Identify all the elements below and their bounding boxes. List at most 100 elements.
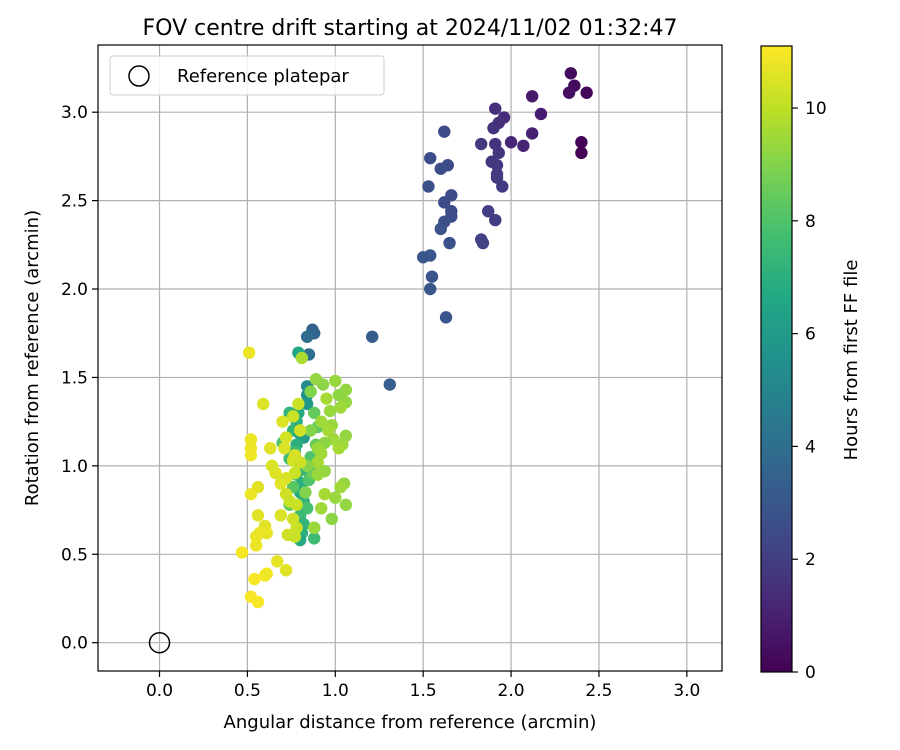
- x-tick-label: 2.5: [585, 681, 612, 701]
- data-point: [251, 595, 265, 609]
- data-point: [295, 351, 309, 365]
- data-point: [489, 213, 502, 227]
- data-point: [438, 196, 451, 209]
- data-point: [525, 127, 539, 140]
- legend-marker-open-circle: [128, 65, 150, 87]
- data-point: [434, 162, 447, 175]
- colorbar-ticks: 0 2 4 6 8 10: [792, 99, 827, 683]
- data-point: [264, 441, 277, 455]
- data-point: [438, 125, 451, 138]
- colorbar-tick-label: 8: [805, 212, 816, 232]
- data-point: [315, 502, 328, 515]
- data-point: [332, 441, 346, 455]
- data-point: [293, 456, 307, 469]
- data-point: [325, 512, 338, 526]
- x-tick-label: 0.5: [234, 681, 261, 701]
- y-tick-label: 1.5: [61, 368, 88, 388]
- legend-label: Reference platepar: [177, 66, 349, 87]
- data-point: [311, 456, 324, 469]
- data-point: [308, 406, 321, 420]
- data-point: [424, 282, 437, 296]
- data-point: [434, 222, 447, 236]
- data-point: [517, 139, 530, 152]
- data-point: [443, 236, 456, 250]
- legend: Reference platepar: [109, 55, 385, 96]
- colorbar-tick-label: 0: [805, 663, 816, 683]
- data-point: [249, 539, 263, 552]
- colorbar-tick-label: 4: [805, 437, 816, 457]
- data-point: [304, 424, 317, 437]
- data-points: [235, 67, 593, 609]
- data-point: [265, 459, 279, 473]
- data-point: [288, 530, 302, 543]
- colorbar-label: Hours from first FF file: [841, 260, 862, 461]
- data-point: [492, 146, 505, 160]
- data-point: [334, 401, 347, 414]
- plot-frame: [97, 44, 723, 672]
- y-tick-label: 2.0: [61, 280, 88, 300]
- data-point: [276, 415, 289, 428]
- chart-title: FOV centre drift starting at 2024/11/02 …: [143, 16, 678, 41]
- data-point: [487, 121, 500, 135]
- data-point: [439, 311, 453, 324]
- data-point: [244, 449, 258, 462]
- reference-platepar-marker: [148, 631, 171, 654]
- data-point: [334, 480, 347, 494]
- data-point: [424, 249, 437, 262]
- data-point: [278, 441, 291, 455]
- legend-box: [109, 55, 385, 96]
- data-point: [248, 572, 261, 586]
- y-axis-ticks: 0.0 0.5 1.0 1.5 2.0 2.5 3.0: [61, 103, 98, 654]
- data-point: [308, 521, 321, 534]
- data-point: [258, 569, 272, 582]
- x-tick-label: 2.0: [498, 681, 525, 701]
- data-point: [286, 410, 300, 423]
- data-point: [489, 102, 502, 115]
- data-point: [274, 477, 288, 490]
- colorbar-gradient: [761, 46, 792, 672]
- data-point: [320, 392, 333, 405]
- y-tick-label: 1.0: [61, 457, 88, 477]
- data-point: [383, 378, 396, 391]
- x-axis-ticks: 0.0 0.5 1.0 1.5 2.0 2.5 3.0: [146, 671, 700, 701]
- data-point: [311, 468, 324, 481]
- data-point: [242, 346, 256, 359]
- data-point: [251, 509, 265, 522]
- x-tick-label: 1.5: [410, 681, 437, 701]
- x-tick-label: 0.0: [146, 681, 173, 701]
- data-point: [534, 107, 548, 121]
- data-point: [329, 491, 342, 504]
- data-point: [490, 159, 504, 172]
- colorbar-frame: [760, 45, 793, 673]
- data-point: [323, 404, 337, 418]
- data-point: [422, 180, 435, 193]
- data-point: [580, 86, 593, 99]
- data-point: [257, 397, 270, 411]
- data-point: [525, 90, 539, 103]
- data-point: [474, 137, 488, 151]
- data-point: [299, 486, 312, 499]
- data-point: [274, 509, 288, 522]
- data-point: [308, 532, 321, 545]
- data-point: [304, 385, 317, 398]
- data-point: [316, 378, 330, 391]
- grid: [98, 45, 722, 671]
- data-point: [279, 564, 293, 577]
- data-point: [244, 487, 258, 501]
- data-point: [315, 415, 328, 428]
- y-tick-label: 2.5: [61, 192, 88, 212]
- data-point: [476, 236, 490, 250]
- data-point: [424, 151, 437, 165]
- x-axis-label: Angular distance from reference (arcmin): [224, 712, 597, 733]
- colorbar-tick-label: 2: [805, 550, 816, 570]
- data-point: [293, 424, 307, 437]
- data-point: [300, 397, 314, 411]
- data-point: [244, 433, 258, 446]
- data-point: [366, 330, 379, 343]
- colorbar-tick-label: 10: [805, 99, 827, 119]
- data-point: [564, 67, 578, 80]
- data-point: [292, 397, 305, 411]
- data-point: [496, 180, 509, 193]
